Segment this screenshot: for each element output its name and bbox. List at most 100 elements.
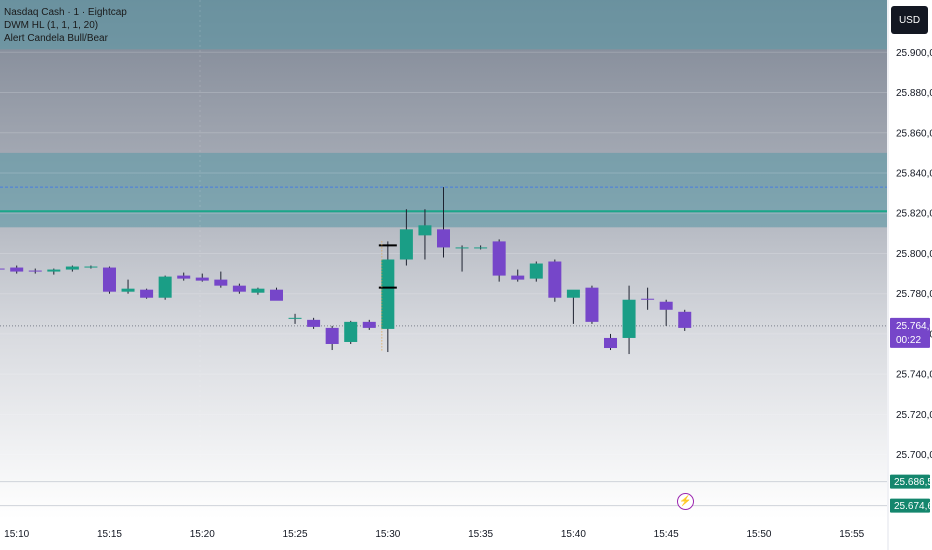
candle-body (0, 268, 5, 270)
price-tick-label: 25.900,00 (896, 48, 932, 59)
candle[interactable] (399, 209, 413, 266)
candle[interactable] (678, 309, 692, 331)
candle-body (158, 276, 172, 298)
lightning-bolt-icon[interactable]: ⚡ (677, 493, 694, 510)
candle-body (437, 229, 450, 248)
candle[interactable] (307, 317, 321, 329)
candle[interactable] (158, 275, 172, 300)
zone-band-0 (0, 0, 887, 50)
candle[interactable] (362, 319, 376, 330)
plot-background (0, 0, 887, 519)
candle-body (418, 225, 432, 236)
candle-body (84, 266, 98, 268)
candle[interactable] (0, 267, 5, 271)
candle-body (492, 241, 506, 276)
candle[interactable] (269, 287, 283, 301)
candle[interactable] (529, 261, 543, 282)
candle-body (269, 289, 283, 301)
current-price-tag (890, 317, 930, 348)
candle-body (47, 269, 61, 272)
candle-body (10, 267, 24, 272)
candle-body (548, 261, 562, 298)
candle[interactable] (10, 265, 24, 274)
candle-body (121, 288, 135, 292)
candle-body (381, 259, 395, 329)
candle-body (362, 321, 376, 328)
price-tick-label: 25.800,00 (896, 249, 932, 260)
candle-body (251, 288, 265, 293)
candle[interactable] (65, 265, 79, 272)
candle[interactable] (585, 285, 599, 324)
price-tick-label: 25.700,00 (896, 450, 932, 461)
candle-body (102, 267, 116, 292)
candle[interactable] (325, 325, 339, 351)
candle-body (307, 319, 321, 327)
candle[interactable] (140, 288, 154, 299)
candle-body (232, 285, 246, 292)
candle[interactable] (102, 266, 116, 294)
time-tick-label: 15:55 (839, 529, 864, 540)
candle-body (65, 266, 79, 270)
price-tick-label: 25.720,00 (896, 410, 932, 421)
current-price-label: 25.764,00 (896, 321, 932, 332)
candle-body (604, 337, 618, 349)
candle-body (344, 321, 358, 342)
candle[interactable] (511, 269, 525, 282)
candle[interactable] (381, 241, 395, 353)
time-tick-label: 15:25 (283, 529, 308, 540)
candle[interactable] (622, 285, 636, 355)
candle[interactable] (47, 268, 61, 275)
currency-button[interactable]: USD (891, 6, 928, 34)
candle[interactable] (418, 209, 432, 260)
time-tick-label: 15:30 (375, 529, 400, 540)
candle[interactable] (659, 299, 673, 326)
price-tick-label: 25.880,00 (896, 88, 932, 99)
time-tick-label: 15:45 (654, 529, 679, 540)
candle[interactable] (455, 245, 469, 272)
candle[interactable] (548, 259, 562, 302)
candle[interactable] (492, 239, 506, 282)
indicator-dwm-label[interactable]: DWM HL (1, 1, 1, 20) (4, 20, 99, 31)
indicator-alert-label[interactable]: Alert Candela Bull/Bear (4, 33, 108, 44)
candle[interactable] (641, 287, 655, 310)
candle-body (474, 247, 488, 249)
candle-body (28, 270, 42, 272)
candle-body (641, 298, 655, 300)
candle-body (659, 301, 673, 310)
candle[interactable] (195, 273, 209, 282)
price-tick-label: 25.860,00 (896, 128, 932, 139)
level-tag-label: 25.686,56 (894, 477, 932, 488)
candle-body (214, 279, 228, 286)
countdown-label: 00:22 (896, 335, 921, 346)
price-tick-label: 25.840,00 (896, 169, 932, 180)
candle[interactable] (28, 268, 42, 274)
candle-body (678, 311, 692, 328)
candle[interactable] (566, 289, 580, 324)
time-tick-label: 15:40 (561, 529, 586, 540)
time-tick-label: 15:35 (468, 529, 493, 540)
candle[interactable] (214, 271, 228, 288)
candle-body (511, 275, 525, 280)
candle[interactable] (604, 333, 618, 351)
candle-body (455, 247, 469, 249)
level-tag-label: 25.674,66 (894, 501, 932, 512)
candle[interactable] (251, 287, 265, 295)
level-tag-1 (890, 498, 930, 513)
candle[interactable] (437, 187, 450, 258)
candle[interactable] (84, 265, 98, 269)
candle[interactable] (344, 320, 358, 344)
symbol-label[interactable]: Nasdaq Cash · 1 · Eightcap (4, 7, 127, 18)
candle[interactable] (177, 272, 191, 281)
candle[interactable] (474, 245, 488, 250)
candle-body (399, 229, 413, 260)
time-tick-label: 15:20 (190, 529, 215, 540)
candle[interactable] (288, 313, 302, 324)
candle-body (585, 287, 599, 322)
candle[interactable] (232, 283, 246, 294)
candle[interactable] (121, 279, 135, 294)
candle-body (195, 277, 209, 281)
candle-body (566, 289, 580, 298)
level-tag-0 (890, 474, 930, 489)
